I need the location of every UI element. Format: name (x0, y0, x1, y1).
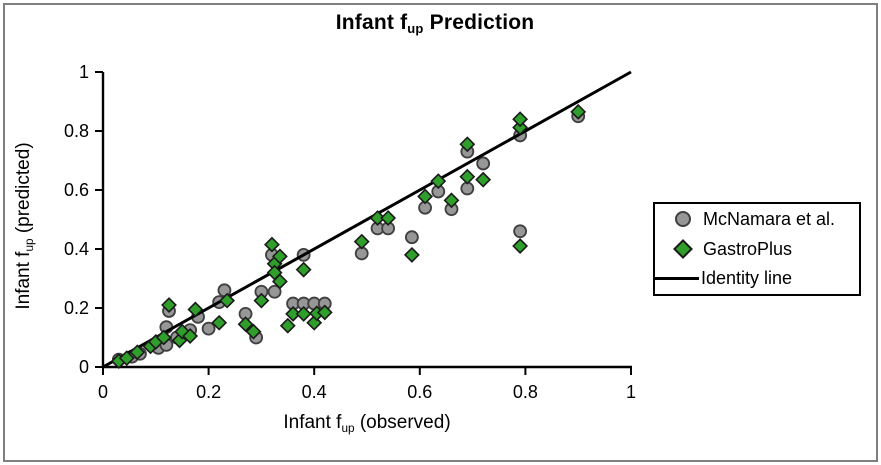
data-point-gastroplus (245, 323, 262, 340)
data-point-mcnamara (267, 284, 282, 299)
data-point-gastroplus (182, 328, 199, 344)
y-tick-label: 0.4 (64, 239, 89, 259)
chart-title: Infant fup Prediction (0, 11, 870, 36)
data-point-gastroplus (430, 173, 447, 190)
x-axis-title-subscript: up (341, 421, 355, 435)
chart-title-subscript: up (407, 20, 424, 36)
data-point-gastroplus (253, 292, 270, 309)
data-point-gastroplus (380, 210, 397, 226)
legend-item-identity-line: Identity line (655, 264, 859, 293)
y-tick-label: 0.6 (64, 180, 89, 200)
legend-label: GastroPlus (703, 238, 793, 259)
data-point-gastroplus (403, 246, 420, 263)
data-point-gastroplus (295, 261, 312, 278)
x-tick-label: 0.6 (407, 382, 432, 402)
data-point-gastroplus (512, 238, 529, 254)
data-point-gastroplus (512, 111, 529, 128)
x-tick-label: 0.4 (302, 382, 327, 402)
data-point-gastroplus (264, 236, 280, 253)
x-axis-title-text: Infant f (283, 412, 342, 433)
data-point-gastroplus (271, 273, 288, 290)
data-point-gastroplus (187, 301, 204, 318)
y-axis-title-text-post: (predicted) (13, 142, 34, 239)
chart-title-text: Infant f (335, 11, 408, 34)
data-point-mcnamara (513, 224, 528, 239)
y-tick-label: 0.8 (64, 121, 89, 141)
x-axis-title-text-post: (observed) (354, 412, 451, 433)
data-point-gastroplus (279, 317, 296, 334)
data-point-gastroplus (155, 329, 172, 346)
data-point-gastroplus (271, 248, 288, 265)
legend: McNamara et al. GastroPlus Identity line (653, 202, 861, 296)
y-axis-title-text: Infant f (13, 251, 34, 310)
x-axis-title: Infant fup (observed) (103, 412, 631, 435)
y-axis-title-subscript: up (22, 238, 36, 252)
data-point-gastroplus (459, 136, 476, 153)
data-point-mcnamara (476, 156, 491, 171)
data-point-gastroplus (459, 168, 476, 185)
data-point-gastroplus (285, 305, 302, 322)
legend-item-gastroplus: GastroPlus (655, 235, 859, 264)
circle-marker-icon (675, 211, 691, 228)
data-point-mcnamara (201, 321, 216, 336)
x-tick-label: 0 (98, 382, 108, 402)
legend-label: McNamara et al. (703, 208, 836, 229)
data-point-gastroplus (316, 304, 333, 321)
legend-item-mcnamara: McNamara et al. (655, 205, 859, 234)
y-axis-title: Infant fup (predicted) (13, 142, 36, 310)
data-point-mcnamara (404, 230, 419, 245)
data-point-gastroplus (211, 314, 228, 331)
data-point-gastroplus (369, 210, 386, 226)
data-point-gastroplus (475, 171, 492, 188)
data-point-gastroplus (174, 323, 191, 340)
diamond-marker-icon (673, 239, 693, 259)
data-point-gastroplus (417, 188, 434, 205)
y-tick-label: 0 (79, 357, 89, 377)
data-point-gastroplus (118, 350, 135, 367)
data-point-gastroplus (171, 332, 188, 349)
data-point-gastroplus (129, 344, 146, 361)
data-point-gastroplus (443, 192, 460, 209)
data-point-gastroplus (570, 103, 587, 120)
legend-label: Identity line (701, 268, 793, 289)
x-tick-label: 1 (626, 382, 636, 402)
y-tick-label: 0.2 (64, 298, 89, 318)
data-point-gastroplus (219, 292, 236, 309)
data-point-gastroplus (161, 297, 177, 313)
identity-line (102, 70, 632, 369)
x-tick-label: 0.8 (513, 382, 538, 402)
data-point-gastroplus (295, 305, 312, 322)
line-marker-icon (655, 277, 699, 281)
data-point-gastroplus (237, 316, 254, 333)
y-tick-label: 1 (79, 62, 89, 82)
x-tick-label: 0.2 (196, 382, 221, 402)
chart-title-text-post: Prediction (423, 11, 535, 34)
data-point-gastroplus (353, 233, 370, 250)
data-point-gastroplus (512, 119, 529, 136)
